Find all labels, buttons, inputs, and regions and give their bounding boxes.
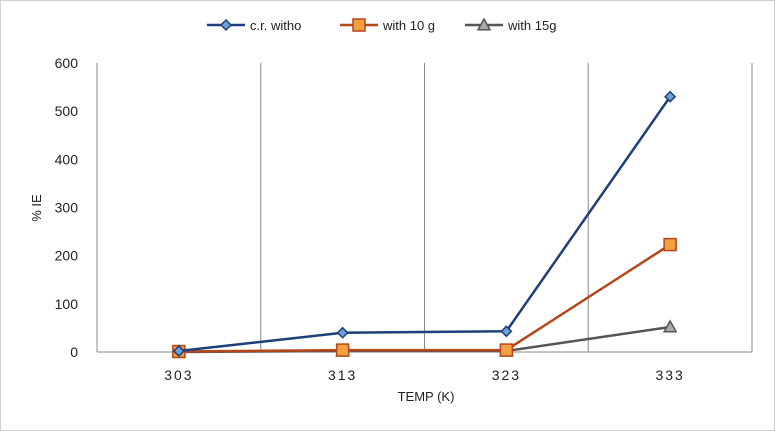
y-axis-title: % IE (29, 194, 44, 222)
y-tick-label: 300 (55, 200, 79, 216)
y-tick-label: 400 (55, 151, 79, 167)
data-point-diamond (172, 344, 185, 358)
legend-item: c.r. witho (207, 18, 301, 33)
data-point-diamond (336, 326, 349, 339)
legend-label: c.r. witho (250, 18, 301, 33)
legend-label: with 15g (507, 18, 556, 33)
x-tick-label: 303 (164, 367, 193, 383)
legend: c.r. witho with 10 g with 15g (207, 17, 556, 33)
x-tick-label: 333 (655, 367, 684, 383)
legend-label: with 10 g (382, 18, 435, 33)
y-tick-label: 0 (70, 344, 78, 360)
y-tick-label: 600 (55, 55, 79, 71)
x-axis-title: TEMP (K) (398, 389, 455, 404)
legend-item: with 15g (465, 17, 556, 33)
data-point-square (335, 343, 350, 357)
x-tick-label: 313 (328, 367, 357, 383)
data-point-diamond (500, 325, 513, 338)
data-point-diamond (664, 90, 677, 103)
series-c-r-witho (172, 90, 677, 358)
legend-item: with 10 g (340, 18, 435, 33)
gridlines (96, 63, 753, 352)
data-point-diamond (219, 18, 233, 32)
data-point-square (499, 343, 514, 357)
x-tick-label: 323 (492, 367, 521, 383)
y-tick-label: 500 (55, 103, 79, 119)
y-tick-label: 200 (55, 248, 79, 264)
data-point-triangle (476, 17, 492, 31)
y-tick-label: 100 (55, 296, 79, 312)
data-point-triangle (662, 319, 678, 333)
series-layer (171, 90, 678, 359)
tick-labels: 0 100 200 300 400 500 600 303 313 323 333 (55, 55, 684, 383)
data-point-square (663, 237, 677, 252)
series-line (178, 96, 672, 353)
data-point-square (352, 18, 366, 32)
series-line (178, 243, 671, 353)
